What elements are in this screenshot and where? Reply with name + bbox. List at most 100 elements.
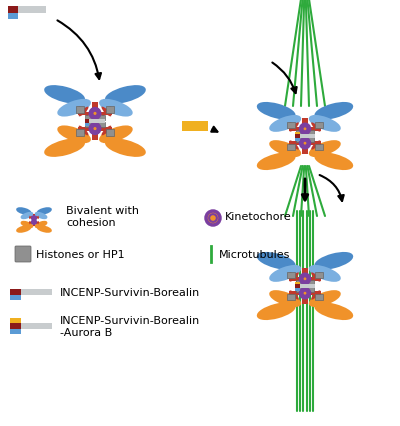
Ellipse shape xyxy=(58,127,90,143)
Bar xyxy=(296,280,302,285)
Bar xyxy=(33,215,35,226)
Ellipse shape xyxy=(100,127,132,143)
Ellipse shape xyxy=(79,127,88,136)
Ellipse shape xyxy=(290,141,299,150)
Ellipse shape xyxy=(311,273,320,282)
Bar xyxy=(308,131,314,135)
Ellipse shape xyxy=(17,209,30,214)
Ellipse shape xyxy=(316,104,352,119)
Bar xyxy=(295,135,300,138)
Circle shape xyxy=(33,222,35,223)
Circle shape xyxy=(33,221,35,224)
Ellipse shape xyxy=(310,266,340,281)
Bar xyxy=(10,318,21,323)
Bar xyxy=(98,123,105,128)
Bar xyxy=(10,289,52,295)
Bar xyxy=(106,107,114,114)
Ellipse shape xyxy=(290,273,299,282)
Bar xyxy=(286,144,295,151)
Ellipse shape xyxy=(36,216,39,219)
Ellipse shape xyxy=(290,291,299,300)
Ellipse shape xyxy=(258,304,294,319)
Bar xyxy=(296,288,302,292)
Ellipse shape xyxy=(258,154,294,170)
Bar xyxy=(85,123,92,128)
Circle shape xyxy=(33,218,35,219)
Ellipse shape xyxy=(102,127,111,136)
Bar xyxy=(295,285,315,288)
Text: Microtubules: Microtubules xyxy=(219,249,290,259)
Ellipse shape xyxy=(290,291,299,300)
Ellipse shape xyxy=(311,291,320,300)
Bar xyxy=(10,329,21,334)
Ellipse shape xyxy=(36,222,46,227)
Bar xyxy=(289,128,321,131)
Circle shape xyxy=(300,275,310,284)
Ellipse shape xyxy=(17,227,30,232)
Bar xyxy=(8,7,46,14)
Circle shape xyxy=(90,124,100,134)
Bar xyxy=(289,142,321,146)
Bar xyxy=(8,7,18,14)
Ellipse shape xyxy=(258,104,294,119)
Bar xyxy=(308,280,314,285)
Bar xyxy=(295,282,300,285)
Circle shape xyxy=(302,127,308,132)
Ellipse shape xyxy=(316,304,352,319)
Text: INCENP-Survivin-Borealin
-Aurora B: INCENP-Survivin-Borealin -Aurora B xyxy=(60,316,200,337)
Bar xyxy=(84,120,106,124)
Text: Bivalent with
cohesion: Bivalent with cohesion xyxy=(66,206,139,227)
Bar xyxy=(84,124,89,127)
Ellipse shape xyxy=(29,222,32,225)
Bar xyxy=(10,295,21,300)
Bar xyxy=(308,288,314,292)
Bar xyxy=(10,323,21,329)
Ellipse shape xyxy=(45,87,84,104)
Bar xyxy=(308,138,314,143)
Bar xyxy=(315,294,324,300)
Bar xyxy=(295,132,300,135)
Ellipse shape xyxy=(102,107,111,117)
Ellipse shape xyxy=(311,273,320,282)
Ellipse shape xyxy=(311,141,320,150)
Circle shape xyxy=(302,141,308,147)
Circle shape xyxy=(33,217,35,220)
Ellipse shape xyxy=(270,266,300,281)
Bar xyxy=(29,218,39,219)
Bar xyxy=(295,285,300,288)
Bar xyxy=(315,123,324,129)
Bar xyxy=(10,323,52,329)
Bar xyxy=(286,294,295,300)
Bar xyxy=(286,272,295,279)
Ellipse shape xyxy=(310,142,340,157)
Ellipse shape xyxy=(258,253,294,269)
Bar xyxy=(286,123,295,129)
Ellipse shape xyxy=(79,127,88,136)
Circle shape xyxy=(302,291,308,296)
Bar xyxy=(295,288,300,291)
Bar xyxy=(78,112,112,116)
Bar xyxy=(302,119,308,155)
Ellipse shape xyxy=(310,291,340,306)
Ellipse shape xyxy=(36,216,39,219)
Bar xyxy=(92,103,98,141)
Ellipse shape xyxy=(106,140,145,156)
Circle shape xyxy=(300,125,310,134)
Ellipse shape xyxy=(38,227,51,232)
Ellipse shape xyxy=(79,107,88,117)
Bar xyxy=(29,223,39,224)
Ellipse shape xyxy=(290,141,299,150)
Circle shape xyxy=(92,112,98,117)
Circle shape xyxy=(300,289,310,298)
Bar xyxy=(295,138,300,141)
Bar xyxy=(106,130,114,136)
Ellipse shape xyxy=(29,222,32,225)
Circle shape xyxy=(90,109,100,119)
Bar xyxy=(8,14,18,20)
Bar xyxy=(76,130,84,136)
Text: Kinetochore: Kinetochore xyxy=(225,211,292,222)
Bar xyxy=(289,292,321,295)
Bar xyxy=(302,268,308,304)
Ellipse shape xyxy=(290,123,299,132)
Bar xyxy=(78,127,112,131)
